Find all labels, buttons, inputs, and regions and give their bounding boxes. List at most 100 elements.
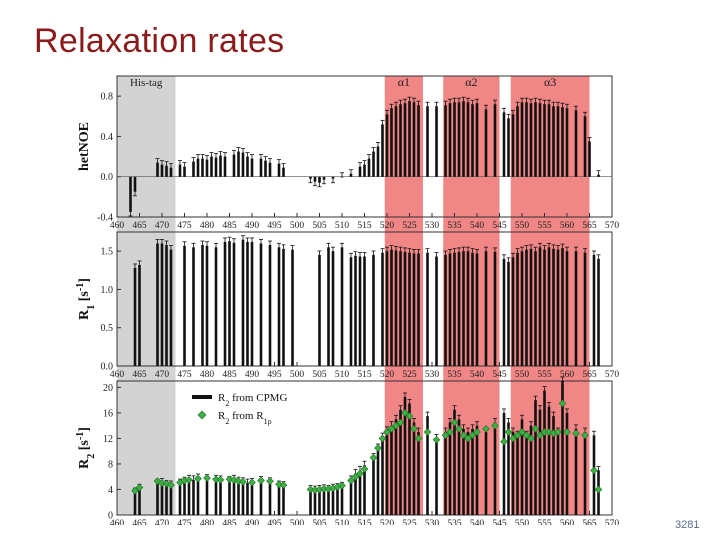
bar-0-16 bbox=[232, 154, 236, 177]
x-tick-label-2-1: 465 bbox=[132, 519, 147, 525]
bar-0-28 bbox=[318, 176, 321, 183]
x-tick-label-2-0: 460 bbox=[110, 519, 125, 525]
x-tick-label-2-11: 515 bbox=[357, 519, 372, 525]
bar-2-73 bbox=[565, 412, 569, 515]
bar-2-45 bbox=[412, 422, 416, 515]
bar-0-68 bbox=[543, 104, 546, 177]
x-tick-label-1-2: 470 bbox=[155, 370, 170, 380]
bar-2-51 bbox=[453, 409, 456, 515]
x-tick-label-1-21: 565 bbox=[582, 370, 597, 380]
x-tick-label-0-21: 565 bbox=[582, 221, 597, 231]
bar-2-68 bbox=[543, 390, 546, 515]
bar-2-52 bbox=[457, 419, 461, 515]
x-tick-label-2-12: 520 bbox=[380, 519, 395, 525]
x-tick-label-2-2: 470 bbox=[155, 519, 170, 525]
bar-2-57 bbox=[484, 432, 488, 515]
r2-rho-marker-13 bbox=[225, 475, 234, 484]
bar-1-63 bbox=[552, 248, 555, 366]
bar-0-36 bbox=[372, 151, 375, 177]
bar-1-64 bbox=[556, 249, 560, 366]
y-axis-label-0: hetNOE bbox=[77, 122, 92, 171]
bar-2-12 bbox=[214, 479, 218, 515]
x-tick-label-0-2: 470 bbox=[155, 221, 170, 231]
bar-2-39 bbox=[385, 430, 389, 515]
r2-rho-marker-17 bbox=[248, 478, 256, 487]
bar-1-13 bbox=[232, 242, 236, 366]
bar-0-77 bbox=[597, 174, 600, 177]
bar-2-43 bbox=[403, 396, 407, 515]
x-tick-label-1-16: 540 bbox=[470, 370, 485, 380]
x-tick-label-2-4: 480 bbox=[200, 519, 215, 525]
bar-2-34 bbox=[358, 470, 362, 515]
bar-1-46 bbox=[462, 251, 465, 366]
r2-rho-marker-40 bbox=[396, 418, 405, 427]
r2-rho-marker-61 bbox=[518, 428, 526, 436]
bar-2-64 bbox=[525, 435, 528, 515]
x-tick-label-1-22: 570 bbox=[605, 370, 620, 380]
bar-0-6 bbox=[178, 164, 182, 177]
bar-1-59 bbox=[534, 251, 537, 366]
bar-0-70 bbox=[552, 106, 555, 177]
bar-2-14 bbox=[228, 480, 231, 515]
bar-2-53 bbox=[462, 428, 465, 515]
bar-0-38 bbox=[381, 124, 384, 177]
bar-2-75 bbox=[583, 432, 587, 515]
bar-2-69 bbox=[547, 406, 551, 515]
bar-2-29 bbox=[331, 488, 335, 515]
r2-rho-marker-32 bbox=[356, 469, 364, 478]
y-axis-label-1: R1 [s-1] bbox=[75, 278, 97, 320]
bar-1-70 bbox=[597, 258, 600, 366]
legend-label-cpmg: R2 from CPMG bbox=[218, 392, 287, 408]
bar-1-29 bbox=[363, 256, 366, 366]
bar-2-47 bbox=[426, 416, 429, 515]
x-tick-label-2-5: 485 bbox=[222, 519, 237, 525]
r2-rho-marker-46 bbox=[432, 435, 441, 444]
bar-0-10 bbox=[201, 158, 204, 177]
bar-0-44 bbox=[408, 101, 411, 177]
r2-rho-marker-30 bbox=[347, 476, 355, 485]
r2-rho-marker-75 bbox=[594, 485, 603, 494]
x-tick-label-2-20: 560 bbox=[560, 519, 575, 525]
bar-2-22 bbox=[277, 485, 281, 515]
y-tick-label-1-1: 0.5 bbox=[101, 323, 114, 334]
bar-1-12 bbox=[228, 241, 231, 366]
bar-1-7 bbox=[192, 247, 195, 366]
bar-2-11 bbox=[205, 478, 209, 515]
bar-2-13 bbox=[219, 479, 222, 515]
x-tick-label-2-18: 550 bbox=[515, 519, 530, 525]
bar-0-7 bbox=[183, 166, 186, 177]
r2-rho-marker-3 bbox=[158, 479, 166, 487]
x-tick-label-1-11: 515 bbox=[357, 370, 372, 380]
bar-0-74 bbox=[574, 110, 578, 177]
x-tick-label-1-14: 530 bbox=[425, 370, 440, 380]
bar-1-20 bbox=[282, 248, 285, 366]
bar-1-45 bbox=[457, 251, 461, 366]
x-tick-label-1-19: 555 bbox=[537, 370, 552, 380]
x-tick-label-0-10: 510 bbox=[335, 221, 350, 231]
bar-1-47 bbox=[466, 251, 470, 366]
bar-2-65 bbox=[529, 425, 533, 515]
region-label-0: His-tag bbox=[130, 77, 163, 89]
bar-0-29 bbox=[322, 176, 326, 180]
x-tick-label-1-3: 475 bbox=[177, 370, 192, 380]
bar-1-52 bbox=[502, 258, 506, 366]
bar-2-55 bbox=[471, 428, 474, 515]
x-tick-label-2-15: 535 bbox=[447, 519, 462, 525]
bar-1-8 bbox=[201, 245, 204, 366]
r2-rho-marker-45 bbox=[423, 428, 432, 436]
x-tick-label-0-6: 490 bbox=[245, 221, 260, 231]
panel-r1: 0.0 0.5 1.0 1.5 460 465 470 475 480 485 490 495 500 5… bbox=[75, 231, 620, 380]
bar-1-36 bbox=[403, 251, 407, 366]
r2-rho-marker-11 bbox=[212, 475, 220, 484]
x-tick-label-2-19: 555 bbox=[537, 519, 552, 525]
r2-rho-marker-56 bbox=[491, 421, 499, 430]
bar-0-60 bbox=[507, 118, 510, 177]
bar-2-7 bbox=[183, 481, 186, 515]
bar-1-57 bbox=[525, 249, 528, 366]
bar-0-0 bbox=[129, 176, 132, 212]
y-tick-label-2-3: 12 bbox=[103, 434, 113, 445]
bar-2-76 bbox=[592, 435, 596, 515]
bar-2-10 bbox=[196, 477, 200, 515]
r2-rho-marker-48 bbox=[446, 428, 454, 436]
r2-rho-marker-29 bbox=[338, 481, 346, 490]
